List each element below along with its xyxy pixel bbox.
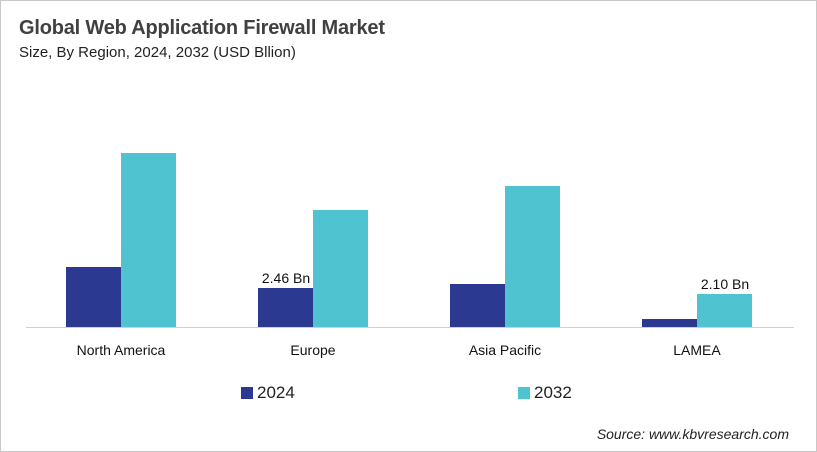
bar-lamea-2032 — [697, 294, 752, 327]
bar-europe-2032 — [313, 210, 368, 327]
bar-asia-pacific-2032 — [505, 186, 560, 327]
bar-north-america-2032 — [121, 153, 176, 327]
legend-item-2032: 2032 — [518, 383, 572, 403]
chart-subtitle: Size, By Region, 2024, 2032 (USD Bllion) — [19, 44, 296, 61]
bar-lamea-2024 — [642, 319, 697, 327]
category-label-lamea: LAMEA — [673, 342, 721, 358]
bar-europe-2024 — [258, 288, 313, 327]
x-axis-line — [26, 327, 794, 328]
data-label-lamea-2032: 2.10 Bn — [700, 276, 750, 292]
category-label-europe: Europe — [290, 342, 336, 358]
source-note: Source: www.kbvresearch.com — [596, 426, 789, 442]
bar-north-america-2024 — [66, 267, 121, 327]
bar-asia-pacific-2024 — [450, 284, 505, 327]
legend-swatch-2032 — [518, 387, 530, 399]
legend-label-2032: 2032 — [534, 383, 572, 402]
chart-title: Global Web Application Firewall Market — [19, 17, 385, 39]
legend-label-2024: 2024 — [257, 383, 295, 402]
category-label-north-america: North America — [76, 342, 166, 358]
data-label-europe-2024: 2.46 Bn — [261, 270, 311, 286]
legend-swatch-2024 — [241, 387, 253, 399]
category-label-asia-pacific: Asia Pacific — [468, 342, 542, 358]
legend-item-2024: 2024 — [241, 383, 295, 403]
plot-area: 2.46 Bn 2.10 Bn — [26, 100, 794, 327]
